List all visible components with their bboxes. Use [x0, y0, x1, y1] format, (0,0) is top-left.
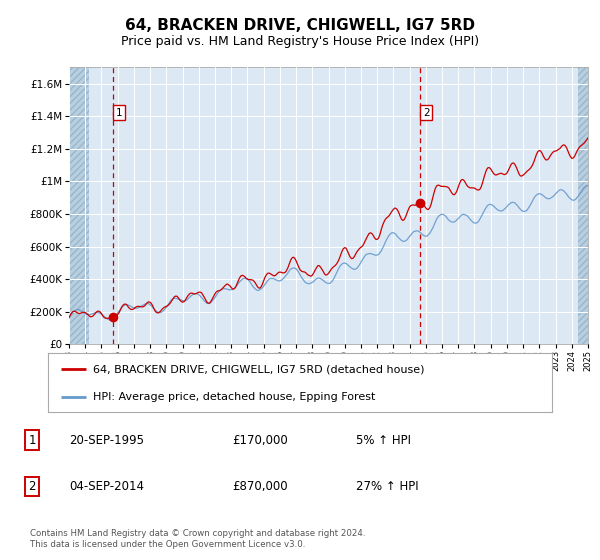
Bar [69, 67, 89, 344]
Text: 2: 2 [423, 108, 430, 118]
Text: 64, BRACKEN DRIVE, CHIGWELL, IG7 5RD: 64, BRACKEN DRIVE, CHIGWELL, IG7 5RD [125, 18, 475, 32]
Text: 5% ↑ HPI: 5% ↑ HPI [356, 434, 412, 447]
Text: 64, BRACKEN DRIVE, CHIGWELL, IG7 5RD (detached house): 64, BRACKEN DRIVE, CHIGWELL, IG7 5RD (de… [94, 364, 425, 374]
Text: Price paid vs. HM Land Registry's House Price Index (HPI): Price paid vs. HM Land Registry's House … [121, 35, 479, 49]
Text: 1: 1 [116, 108, 122, 118]
Text: Contains HM Land Registry data © Crown copyright and database right 2024.
This d: Contains HM Land Registry data © Crown c… [30, 529, 365, 549]
Text: 27% ↑ HPI: 27% ↑ HPI [356, 480, 419, 493]
Bar [578, 67, 595, 344]
Text: 2: 2 [28, 480, 36, 493]
Text: £870,000: £870,000 [232, 480, 288, 493]
Text: 20-SEP-1995: 20-SEP-1995 [69, 434, 144, 447]
Text: 1: 1 [28, 434, 36, 447]
Text: £170,000: £170,000 [232, 434, 288, 447]
Text: 04-SEP-2014: 04-SEP-2014 [69, 480, 144, 493]
Text: HPI: Average price, detached house, Epping Forest: HPI: Average price, detached house, Eppi… [94, 392, 376, 402]
